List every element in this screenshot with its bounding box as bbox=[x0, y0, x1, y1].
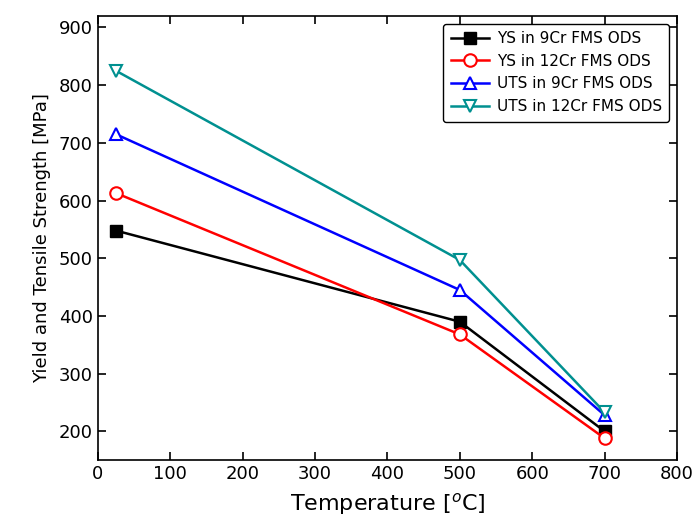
Y-axis label: Yield and Tensile Strength [MPa]: Yield and Tensile Strength [MPa] bbox=[33, 93, 50, 383]
Line: YS in 12Cr FMS ODS: YS in 12Cr FMS ODS bbox=[110, 187, 611, 444]
Line: YS in 9Cr FMS ODS: YS in 9Cr FMS ODS bbox=[110, 224, 611, 437]
UTS in 12Cr FMS ODS bbox=[112, 68, 120, 74]
Line: UTS in 9Cr FMS ODS: UTS in 9Cr FMS ODS bbox=[110, 128, 611, 422]
YS in 12Cr FMS ODS bbox=[112, 190, 120, 196]
YS in 9Cr FMS ODS bbox=[600, 428, 609, 434]
UTS in 9Cr FMS ODS bbox=[456, 287, 464, 293]
UTS in 12Cr FMS ODS bbox=[600, 409, 609, 415]
YS in 9Cr FMS ODS bbox=[112, 227, 120, 234]
X-axis label: Temperature [$^{o}$C]: Temperature [$^{o}$C] bbox=[290, 491, 485, 517]
UTS in 9Cr FMS ODS bbox=[600, 412, 609, 418]
Line: UTS in 12Cr FMS ODS: UTS in 12Cr FMS ODS bbox=[110, 65, 611, 418]
UTS in 9Cr FMS ODS bbox=[112, 131, 120, 138]
YS in 12Cr FMS ODS bbox=[456, 331, 464, 338]
UTS in 12Cr FMS ODS bbox=[456, 257, 464, 263]
YS in 12Cr FMS ODS bbox=[600, 435, 609, 442]
Legend: YS in 9Cr FMS ODS, YS in 12Cr FMS ODS, UTS in 9Cr FMS ODS, UTS in 12Cr FMS ODS: YS in 9Cr FMS ODS, YS in 12Cr FMS ODS, U… bbox=[443, 23, 669, 122]
YS in 9Cr FMS ODS bbox=[456, 318, 464, 325]
